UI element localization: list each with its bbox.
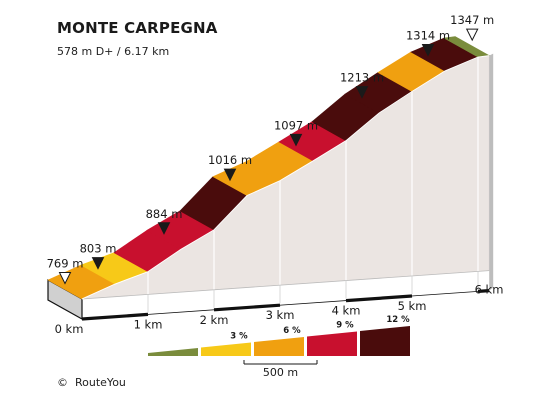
base-top-edge xyxy=(81,270,490,300)
gradient-legend: 3 % 6 % 9 % 12 % 500 m xyxy=(148,315,410,379)
distance-tick-label: 5 km xyxy=(398,299,427,313)
distance-tick-label: 0 km xyxy=(55,322,84,336)
elevation-marker-triangle xyxy=(421,44,435,57)
legend-grade-label: 3 % xyxy=(230,332,248,342)
legend-grade-label: 12 % xyxy=(386,315,410,325)
elevation-marker-triangle xyxy=(465,28,479,42)
copyright-credit: © RouteYou xyxy=(57,376,126,389)
elevation-marker-triangle xyxy=(157,222,171,235)
elevation-marker-triangle xyxy=(355,86,369,99)
legend-swatch-6 xyxy=(254,337,304,356)
profile-base-front xyxy=(82,270,490,319)
base-bottom-edge xyxy=(81,290,490,320)
elevation-marker-triangle xyxy=(91,257,105,270)
climb-stats: 578 m D+ / 6.17 km xyxy=(57,45,170,58)
profile-base xyxy=(47,53,494,321)
legend-swatch-9 xyxy=(307,331,357,356)
elevation-marker-label: 769 m xyxy=(47,257,84,271)
elevation-marker-label: 1097 m xyxy=(274,118,318,132)
elevation-marker-label: 1016 m xyxy=(208,153,252,167)
legend-swatch-3 xyxy=(201,342,251,356)
distance-tick-label: 1 km xyxy=(134,317,163,331)
legend-swatch-0 xyxy=(148,348,198,356)
elevation-marker-label: 1314 m xyxy=(406,29,450,43)
elevation-marker-triangle xyxy=(223,168,237,182)
distance-tick-label: 4 km xyxy=(332,304,361,318)
climb-title: MONTE CARPEGNA xyxy=(57,19,218,37)
distance-tick-label: 2 km xyxy=(200,313,229,327)
legend-grade-label: 6 % xyxy=(283,326,301,336)
credit-label: RouteYou xyxy=(75,376,126,389)
elevation-marker-triangle xyxy=(58,272,72,285)
profile-front-edge xyxy=(81,55,490,300)
copyright-icon: © xyxy=(57,376,68,389)
scale-bar-label: 500 m xyxy=(263,366,298,379)
distance-tick-label: 3 km xyxy=(266,308,295,322)
distance-tick-label: 6 km xyxy=(475,282,504,296)
elevation-marker-label: 884 m xyxy=(146,207,183,221)
legend-grade-label: 9 % xyxy=(336,321,354,331)
elevation-marker-label: 1347 m xyxy=(450,13,494,27)
elevation-marker-label: 803 m xyxy=(80,242,117,256)
elevation-marker-label: 1213 m xyxy=(340,71,384,85)
elevation-marker-triangle xyxy=(289,133,303,147)
legend-swatch-12 xyxy=(360,326,410,356)
distance-axis: 0 km 1 km 2 km 3 km 4 km 5 km 6 km xyxy=(55,282,504,336)
profile-end-face xyxy=(489,53,494,291)
